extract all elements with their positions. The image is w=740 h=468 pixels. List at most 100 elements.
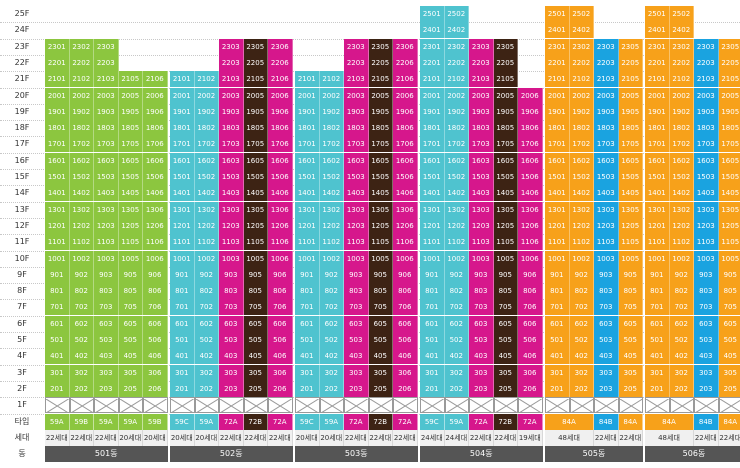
unit-cell[interactable]: 1205 (718, 217, 740, 234)
unit-cell[interactable]: 1302 (669, 201, 694, 218)
unit-cell[interactable]: 2101 (170, 71, 195, 88)
unit-cell[interactable]: 1206 (393, 217, 418, 234)
unit-cell[interactable]: 1101 (45, 234, 70, 251)
unit-cell[interactable]: 2105 (718, 71, 740, 88)
unit-cell[interactable]: 2003 (694, 87, 719, 104)
unit-cell[interactable]: 1303 (469, 201, 494, 218)
unit-cell[interactable]: 2301 (545, 38, 570, 55)
unit-cell[interactable]: 402 (69, 348, 94, 365)
unit-cell[interactable]: 705 (718, 299, 740, 316)
unit-cell[interactable]: 1503 (694, 169, 719, 185)
unit-cell[interactable]: 2206 (268, 54, 293, 71)
unit-cell[interactable]: 803 (94, 283, 119, 300)
unit-cell[interactable]: 2002 (444, 87, 469, 104)
unit-cell[interactable]: 2305 (618, 38, 643, 55)
unit-cell[interactable]: 1003 (469, 250, 494, 267)
unit-cell[interactable]: 1602 (569, 152, 594, 169)
unit-cell[interactable]: 201 (420, 380, 445, 397)
unit-cell[interactable]: 606 (143, 315, 168, 332)
unit-cell[interactable]: 1906 (518, 103, 543, 120)
unit-cell[interactable]: 505 (243, 332, 268, 348)
unit-cell[interactable]: 2303 (694, 38, 719, 55)
unit-cell[interactable]: 705 (618, 299, 643, 316)
unit-cell[interactable]: 602 (669, 315, 694, 332)
unit-cell[interactable]: 2001 (295, 87, 320, 104)
unit-cell[interactable]: 1805 (243, 120, 268, 137)
unit-cell[interactable]: 2303 (594, 38, 619, 55)
unit-cell[interactable]: 1305 (243, 201, 268, 218)
unit-cell[interactable]: 2005 (118, 87, 143, 104)
unit-cell[interactable]: 501 (420, 332, 445, 348)
unit-cell[interactable]: 901 (45, 266, 70, 283)
unit-cell[interactable]: 905 (618, 266, 643, 283)
unit-cell[interactable]: 502 (319, 332, 344, 348)
unit-cell[interactable]: 803 (344, 283, 369, 300)
unit-cell[interactable]: 2301 (45, 38, 70, 55)
unit-cell[interactable]: 2402 (444, 22, 469, 39)
unit-cell[interactable]: 302 (569, 364, 594, 381)
unit-cell[interactable]: 1206 (268, 217, 293, 234)
unit-cell[interactable]: 1405 (368, 185, 393, 202)
unit-cell[interactable]: 2202 (569, 54, 594, 71)
unit-cell[interactable]: 1105 (618, 234, 643, 251)
unit-cell[interactable]: 1402 (319, 185, 344, 202)
unit-cell[interactable]: 605 (243, 315, 268, 332)
unit-cell[interactable]: 1505 (618, 169, 643, 185)
unit-cell[interactable]: 2203 (219, 54, 244, 71)
unit-cell[interactable]: 505 (718, 332, 740, 348)
unit-cell[interactable]: 1506 (518, 169, 543, 185)
unit-cell[interactable]: 503 (469, 332, 494, 348)
unit-cell[interactable]: 506 (143, 332, 168, 348)
unit-cell[interactable]: 905 (243, 266, 268, 283)
unit-cell[interactable]: 1305 (718, 201, 740, 218)
unit-cell[interactable]: 602 (569, 315, 594, 332)
unit-cell[interactable]: 1403 (94, 185, 119, 202)
unit-cell[interactable]: 2002 (569, 87, 594, 104)
unit-cell[interactable]: 1701 (645, 136, 670, 153)
unit-cell[interactable]: 1101 (645, 234, 670, 251)
unit-cell[interactable]: 1806 (143, 120, 168, 137)
unit-cell[interactable]: 1803 (594, 120, 619, 137)
unit-cell[interactable]: 902 (444, 266, 469, 283)
unit-cell[interactable]: 506 (268, 332, 293, 348)
unit-cell[interactable]: 505 (618, 332, 643, 348)
unit-cell[interactable]: 2105 (493, 71, 518, 88)
unit-cell[interactable]: 1903 (594, 103, 619, 120)
unit-cell[interactable]: 603 (94, 315, 119, 332)
unit-cell[interactable]: 2306 (393, 38, 418, 55)
unit-cell[interactable]: 806 (518, 283, 543, 300)
unit-cell[interactable]: 501 (170, 332, 195, 348)
unit-cell[interactable]: 1602 (444, 152, 469, 169)
unit-cell[interactable]: 303 (94, 364, 119, 381)
unit-cell[interactable]: 202 (444, 380, 469, 397)
unit-cell[interactable]: 702 (194, 299, 219, 316)
unit-cell[interactable]: 1401 (295, 185, 320, 202)
unit-cell[interactable]: 1401 (170, 185, 195, 202)
unit-cell[interactable]: 1205 (618, 217, 643, 234)
unit-cell[interactable]: 205 (243, 380, 268, 397)
unit-cell[interactable]: 1902 (669, 103, 694, 120)
unit-cell[interactable]: 1701 (420, 136, 445, 153)
unit-cell[interactable]: 1502 (569, 169, 594, 185)
unit-cell[interactable]: 1201 (45, 217, 70, 234)
unit-cell[interactable]: 1902 (569, 103, 594, 120)
unit-cell[interactable]: 706 (393, 299, 418, 316)
unit-cell[interactable]: 1603 (594, 152, 619, 169)
unit-cell[interactable]: 905 (118, 266, 143, 283)
unit-cell[interactable]: 1405 (618, 185, 643, 202)
unit-cell[interactable]: 805 (118, 283, 143, 300)
unit-cell[interactable]: 1002 (194, 250, 219, 267)
unit-cell[interactable]: 1302 (569, 201, 594, 218)
unit-cell[interactable]: 606 (393, 315, 418, 332)
unit-cell[interactable]: 302 (669, 364, 694, 381)
unit-cell[interactable]: 1702 (319, 136, 344, 153)
unit-cell[interactable]: 2502 (569, 6, 594, 22)
unit-cell[interactable]: 1401 (420, 185, 445, 202)
unit-cell[interactable]: 1402 (194, 185, 219, 202)
unit-cell[interactable]: 605 (118, 315, 143, 332)
unit-cell[interactable]: 602 (319, 315, 344, 332)
unit-cell[interactable]: 1801 (170, 120, 195, 137)
unit-cell[interactable]: 1101 (545, 234, 570, 251)
unit-cell[interactable]: 1605 (718, 152, 740, 169)
unit-cell[interactable]: 2305 (493, 38, 518, 55)
